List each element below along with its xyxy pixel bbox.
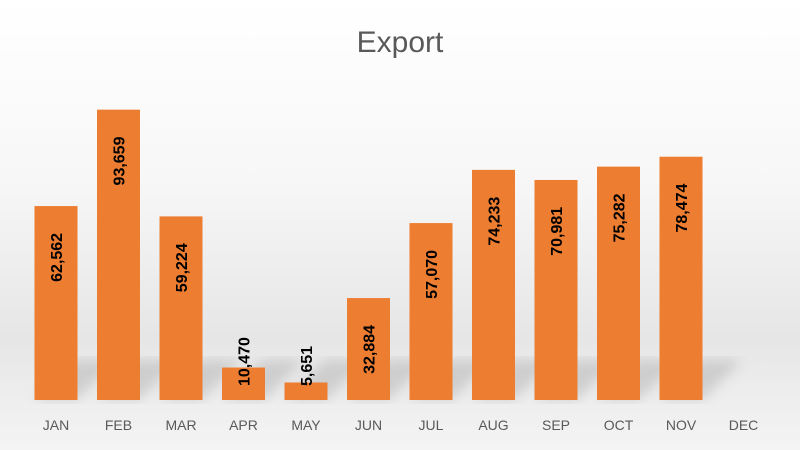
x-tick-label: OCT — [604, 417, 634, 433]
data-label: 78,474 — [674, 183, 691, 232]
x-tick-label: SEP — [542, 417, 570, 433]
data-label: 75,282 — [612, 193, 629, 242]
data-label: 32,884 — [362, 325, 379, 374]
x-tick-label: NOV — [666, 417, 697, 433]
data-label: 62,562 — [49, 233, 66, 282]
x-tick-label: JUL — [419, 417, 444, 433]
data-label: 10,470 — [237, 337, 254, 386]
x-tick-label: JUN — [355, 417, 382, 433]
data-label: 70,981 — [549, 207, 566, 256]
data-label: 57,070 — [424, 250, 441, 299]
x-tick-label: JAN — [43, 417, 69, 433]
chart-title: Export — [357, 26, 444, 59]
bar-jun — [347, 298, 390, 400]
x-tick-label: FEB — [105, 417, 132, 433]
x-tick-label: MAY — [291, 417, 321, 433]
bar-apr — [222, 367, 265, 400]
bar-may — [284, 382, 328, 400]
x-tick-label: DEC — [729, 417, 759, 433]
bar-nov — [659, 156, 703, 400]
bar-oct — [597, 166, 640, 400]
bar-sep — [534, 179, 578, 400]
x-tick-label: AUG — [478, 417, 508, 433]
x-tick-label: APR — [229, 417, 258, 433]
data-label: 59,224 — [174, 243, 191, 292]
bar-feb — [97, 109, 140, 400]
bar-jan — [34, 206, 78, 400]
data-label: 74,233 — [487, 197, 504, 246]
bar-jul — [409, 223, 453, 400]
x-tick-label: MAR — [165, 417, 196, 433]
data-label: 93,659 — [112, 136, 129, 185]
bar-aug — [472, 169, 515, 400]
data-label: 5,651 — [299, 346, 316, 386]
bar-mar — [159, 216, 203, 400]
